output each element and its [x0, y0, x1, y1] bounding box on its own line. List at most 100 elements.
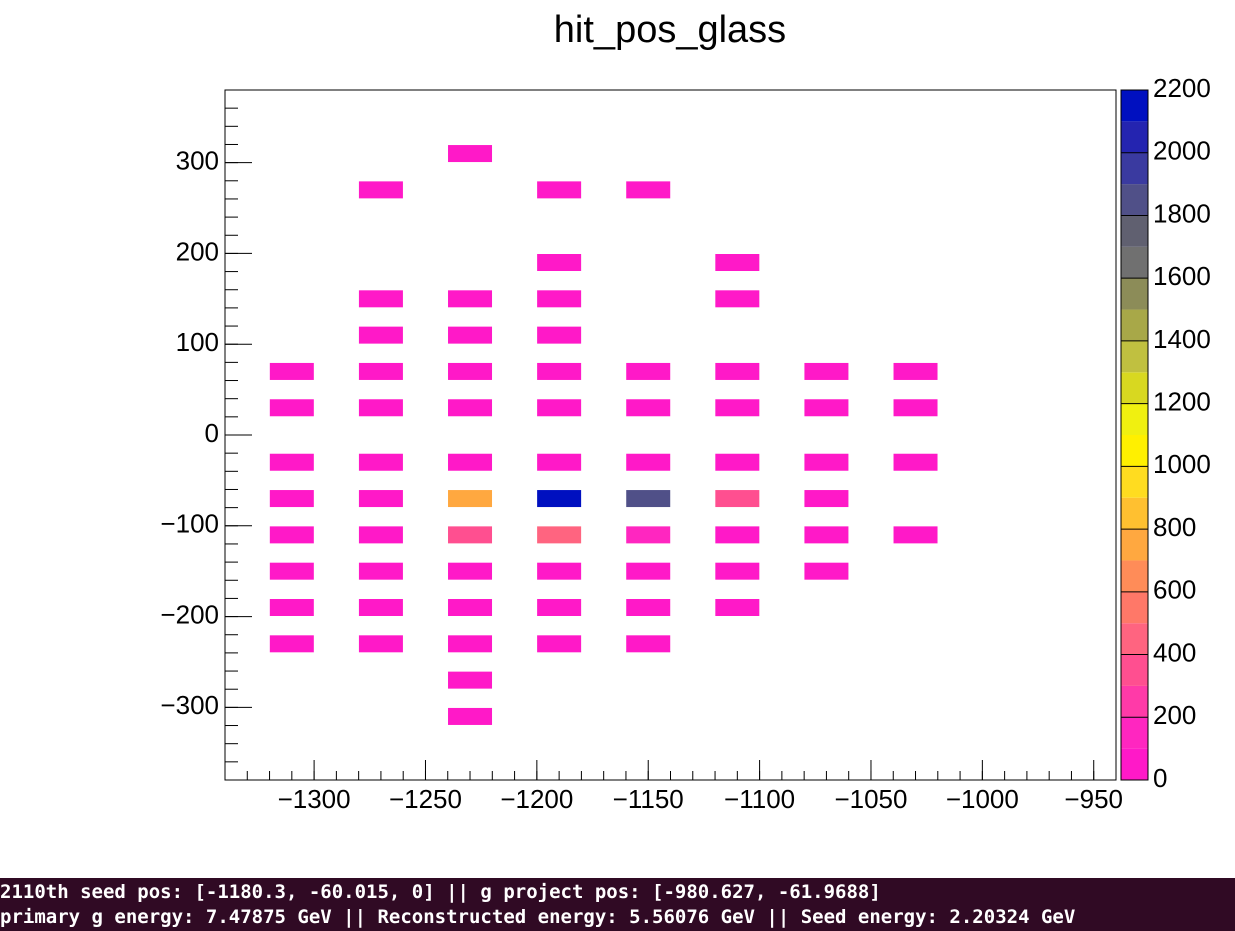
- cell: [715, 526, 760, 544]
- colorbar-swatch: [1121, 121, 1148, 153]
- z-tick-label: 1800: [1153, 198, 1211, 228]
- colorbar-swatch: [1121, 748, 1148, 780]
- cell: [358, 326, 403, 344]
- cell: [448, 599, 493, 616]
- cell: [358, 181, 403, 199]
- colorbar-swatch: [1121, 591, 1148, 624]
- cell: [626, 399, 671, 417]
- colorbar-swatch: [1121, 309, 1148, 341]
- cell: [626, 562, 671, 580]
- x-tick-label: −950: [1064, 784, 1123, 814]
- terminal: 2110th seed pos: [-1180.3, -60.015, 0] |…: [0, 878, 1235, 931]
- colorbar-swatch: [1121, 278, 1148, 310]
- cell: [358, 290, 403, 308]
- cell: [537, 399, 582, 417]
- cell: [626, 526, 671, 544]
- cell: [358, 526, 403, 544]
- cell: [448, 453, 493, 471]
- cell: [804, 526, 849, 544]
- cell: [448, 562, 493, 580]
- colorbar-swatch: [1121, 435, 1148, 467]
- x-tick-label: −1000: [946, 784, 1019, 814]
- cell: [358, 453, 403, 471]
- y-tick-label: 100: [176, 327, 219, 357]
- cell: [715, 254, 760, 271]
- cell: [537, 599, 582, 616]
- cell: [269, 635, 314, 653]
- cell: [715, 399, 760, 417]
- y-tick-label: −200: [160, 599, 219, 629]
- z-tick-label: 800: [1153, 512, 1196, 542]
- terminal-line: 2110th seed pos: [-1180.3, -60.015, 0] |…: [0, 881, 881, 903]
- x-tick-label: −1250: [389, 784, 462, 814]
- cell: [448, 326, 493, 344]
- x-tick-label: −1050: [834, 784, 907, 814]
- cell: [537, 562, 582, 580]
- cell: [626, 490, 671, 508]
- cell: [269, 453, 314, 471]
- y-tick-label: 0: [205, 418, 219, 448]
- colorbar-swatch: [1121, 654, 1148, 686]
- cell: [626, 362, 671, 380]
- y-tick-label: 300: [176, 146, 219, 176]
- cell: [537, 490, 582, 508]
- colorbar-swatch: [1121, 529, 1148, 561]
- cell: [537, 181, 582, 199]
- cell: [448, 671, 493, 689]
- cell: [358, 635, 403, 653]
- colorbar-swatch: [1121, 623, 1148, 655]
- cell: [537, 254, 582, 271]
- colorbar-swatch: [1121, 152, 1148, 185]
- colorbar-swatch: [1121, 717, 1148, 749]
- cell: [269, 490, 314, 508]
- cell: [626, 181, 671, 199]
- cell: [715, 290, 760, 308]
- colorbar-swatch: [1121, 497, 1148, 530]
- plot-frame: [224, 89, 1117, 781]
- cell: [715, 362, 760, 380]
- cell: [537, 362, 582, 380]
- z-tick-label: 200: [1153, 700, 1196, 730]
- z-tick-label: 1000: [1153, 449, 1211, 479]
- y-tick-label: −100: [160, 509, 219, 539]
- y-tick-label: −300: [160, 690, 219, 720]
- colorbar-swatch: [1121, 560, 1148, 592]
- colorbar-swatch: [1121, 403, 1148, 435]
- cell: [626, 635, 671, 653]
- cell: [269, 399, 314, 417]
- cell: [358, 599, 403, 616]
- cell: [804, 562, 849, 580]
- colorbar-swatch: [1121, 184, 1148, 216]
- cell: [893, 362, 938, 380]
- colorbar-swatch: [1121, 340, 1148, 373]
- cell: [448, 635, 493, 653]
- cell: [715, 490, 760, 508]
- x-tick-label: −1200: [500, 784, 573, 814]
- cell: [626, 599, 671, 616]
- cell: [269, 599, 314, 616]
- colorbar-swatch: [1121, 685, 1148, 718]
- x-tick-label: −1300: [278, 784, 351, 814]
- cell: [448, 490, 493, 508]
- cell: [537, 326, 582, 344]
- cell: [893, 526, 938, 544]
- z-tick-label: 1200: [1153, 387, 1211, 417]
- colorbar-swatch: [1121, 215, 1148, 247]
- cell: [448, 399, 493, 417]
- cell: [715, 599, 760, 616]
- cell: [715, 562, 760, 580]
- z-tick-label: 1600: [1153, 261, 1211, 291]
- cell: [804, 399, 849, 417]
- cell: [448, 145, 493, 163]
- chart-title: hit_pos_glass: [554, 9, 786, 51]
- cell: [448, 526, 493, 544]
- y-tick-label: 200: [176, 236, 219, 266]
- cell: [893, 453, 938, 471]
- z-tick-label: 1400: [1153, 324, 1211, 354]
- colorbar-swatch: [1121, 372, 1148, 404]
- cell: [448, 362, 493, 380]
- cell: [537, 290, 582, 308]
- cell: [358, 362, 403, 380]
- x-tick-label: −1150: [613, 784, 684, 814]
